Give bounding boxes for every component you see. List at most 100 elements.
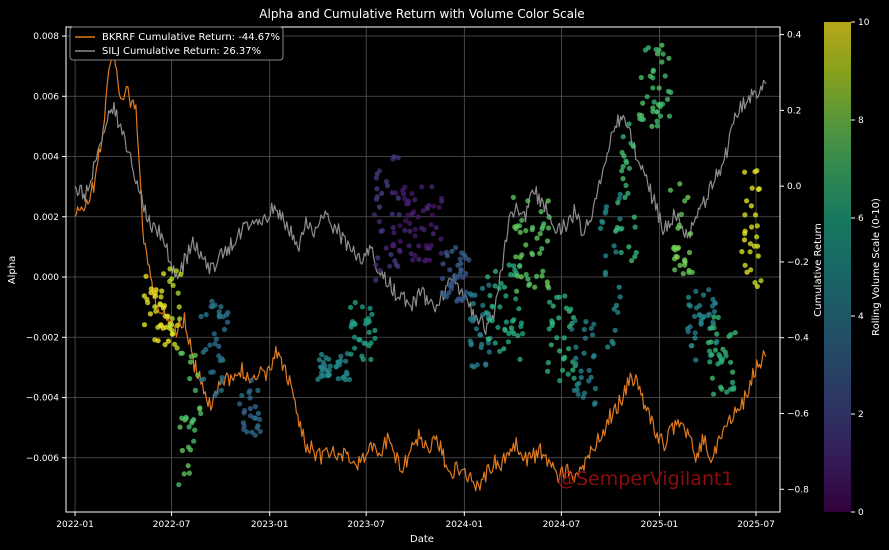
scatter-point <box>758 278 764 284</box>
scatter-point <box>383 245 389 251</box>
scatter-point <box>514 288 520 294</box>
scatter-point <box>367 305 373 311</box>
scatter-point <box>578 368 584 374</box>
scatter-point <box>395 263 401 269</box>
scatter-point <box>565 371 571 377</box>
scatter-point <box>754 234 760 240</box>
scatter-point <box>188 353 194 359</box>
scatter-point <box>573 355 579 361</box>
scatter-point <box>170 331 176 337</box>
scatter-point <box>486 317 492 323</box>
scatter-point <box>688 231 694 237</box>
scatter-point <box>153 287 159 293</box>
scatter-point <box>397 223 403 229</box>
scatter-point <box>685 294 692 300</box>
scatter-point <box>519 252 525 258</box>
scatter-point <box>162 342 168 348</box>
scatter-point <box>515 333 521 339</box>
scatter-point <box>549 320 555 326</box>
scatter-point <box>388 251 394 258</box>
scatter-point <box>368 356 374 363</box>
scatter-point <box>148 290 154 296</box>
scatter-point <box>444 253 450 259</box>
scatter-point <box>654 51 661 57</box>
scatter-point <box>666 113 673 119</box>
y-left-axis-ticks: 0.008 0.006 0.004 0.002 0.000 −0.002 −0.004 −0.… <box>26 32 66 464</box>
scatter-point <box>541 221 547 227</box>
scatter-point <box>237 401 243 407</box>
scatter-point <box>403 218 409 224</box>
scatter-point <box>621 153 627 159</box>
scatter-point <box>685 194 691 200</box>
scatter-point <box>479 341 485 347</box>
scatter-point <box>501 284 508 290</box>
scatter-point <box>578 375 584 381</box>
scatter-point <box>187 359 194 365</box>
scatter-point <box>569 326 575 332</box>
scatter-point <box>568 306 574 312</box>
scatter-point <box>728 331 734 338</box>
scatter-point <box>616 196 622 202</box>
scatter-point <box>463 255 469 261</box>
scatter-point <box>469 318 475 324</box>
scatter-point <box>179 415 185 421</box>
scatter-point <box>452 273 458 279</box>
scatter-point <box>556 315 562 321</box>
scatter-point <box>428 242 434 248</box>
scatter-point <box>490 304 496 310</box>
scatter-point <box>316 357 322 363</box>
scatter-point <box>192 387 198 393</box>
scatter-point <box>718 357 724 363</box>
scatter-point <box>257 428 263 435</box>
scatter-point <box>412 252 418 259</box>
scatter-point <box>545 283 551 289</box>
scatter-point <box>412 233 418 239</box>
scatter-point <box>632 224 638 230</box>
scatter-point <box>525 198 531 204</box>
scatter-point <box>397 238 403 244</box>
scatter-point <box>520 331 526 337</box>
scatter-point <box>439 275 446 282</box>
scatter-point <box>395 155 401 161</box>
scatter-point <box>516 306 522 312</box>
scatter-point <box>219 375 225 381</box>
scatter-point <box>693 357 699 363</box>
scatter-point <box>724 389 730 395</box>
scatter-point <box>602 272 609 278</box>
scatter-point <box>319 370 325 376</box>
scatter-point <box>170 282 176 288</box>
scatter-point <box>198 377 204 383</box>
scatter-point <box>619 168 625 174</box>
scatter-point <box>502 327 508 333</box>
scatter-point <box>582 335 589 341</box>
scatter-point <box>662 73 668 79</box>
scatter-point <box>561 356 567 362</box>
scatter-point <box>615 309 621 315</box>
scatter-point <box>548 342 554 348</box>
scatter-point <box>174 345 180 351</box>
scatter-point <box>405 201 411 207</box>
scatter-point <box>480 302 486 308</box>
scatter-point <box>610 341 616 347</box>
scatter-point <box>326 372 332 378</box>
scatter-point <box>178 271 184 277</box>
scatter-point <box>712 347 719 353</box>
scatter-point <box>145 300 151 306</box>
scatter-point <box>208 303 214 310</box>
scatter-point <box>402 227 408 233</box>
colorbar-label: Rolling Volume Scale (0-10) <box>871 198 882 336</box>
scatter-point <box>715 314 721 320</box>
scatter-point <box>369 311 375 317</box>
scatter-point <box>654 109 660 115</box>
scatter-point <box>674 254 680 260</box>
scatter-point <box>752 280 758 286</box>
scatter-point <box>320 359 327 365</box>
scatter-point <box>157 301 163 307</box>
scatter-point <box>706 287 712 293</box>
y-right-axis-label: Cumulative Return <box>813 223 824 316</box>
scatter-point <box>682 257 688 263</box>
scatter-point <box>467 338 473 344</box>
scatter-point <box>701 313 707 320</box>
scatter-point <box>415 214 421 220</box>
scatter-point <box>162 313 168 319</box>
